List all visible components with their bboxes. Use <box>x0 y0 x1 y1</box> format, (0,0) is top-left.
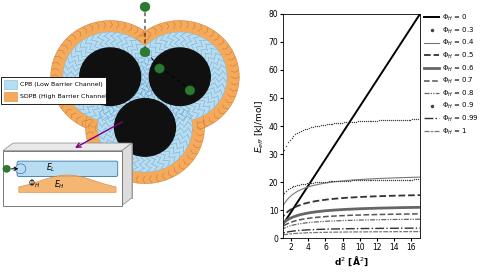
Circle shape <box>120 21 240 133</box>
Circle shape <box>140 47 150 57</box>
Text: $\Phi_H$: $\Phi_H$ <box>28 177 40 190</box>
Circle shape <box>154 64 164 73</box>
FancyBboxPatch shape <box>4 80 18 89</box>
Circle shape <box>63 32 158 121</box>
Polygon shape <box>3 143 132 151</box>
Polygon shape <box>19 175 116 192</box>
Circle shape <box>86 71 204 184</box>
Circle shape <box>114 99 176 156</box>
Circle shape <box>150 48 210 105</box>
Text: $E_H$: $E_H$ <box>54 179 65 192</box>
Circle shape <box>51 21 170 133</box>
Circle shape <box>3 165 10 172</box>
Circle shape <box>16 164 26 174</box>
Circle shape <box>132 32 227 121</box>
Circle shape <box>80 48 140 105</box>
Legend: $\Phi_H$ = 0, $\Phi_H$ = 0.3, $\Phi_H$ = 0.4, $\Phi_H$ = 0.5, $\Phi_H$ = 0.6, $\: $\Phi_H$ = 0, $\Phi_H$ = 0.3, $\Phi_H$ =… <box>423 12 480 138</box>
Circle shape <box>98 83 192 172</box>
Polygon shape <box>13 143 132 198</box>
FancyBboxPatch shape <box>4 92 18 101</box>
Text: $E_L$: $E_L$ <box>46 162 56 175</box>
FancyBboxPatch shape <box>2 77 106 104</box>
Text: CPB (Low Barrier Channel): CPB (Low Barrier Channel) <box>20 82 103 87</box>
Polygon shape <box>122 143 132 206</box>
Y-axis label: $E_{eff}$ [kJ/mol]: $E_{eff}$ [kJ/mol] <box>253 99 266 153</box>
Circle shape <box>140 2 150 12</box>
Circle shape <box>185 86 195 95</box>
X-axis label: d$^2$ [Å$^2$]: d$^2$ [Å$^2$] <box>334 254 368 268</box>
Polygon shape <box>3 151 122 206</box>
FancyBboxPatch shape <box>17 161 117 176</box>
Text: SDPB (High Barrier Channel): SDPB (High Barrier Channel) <box>20 94 110 99</box>
